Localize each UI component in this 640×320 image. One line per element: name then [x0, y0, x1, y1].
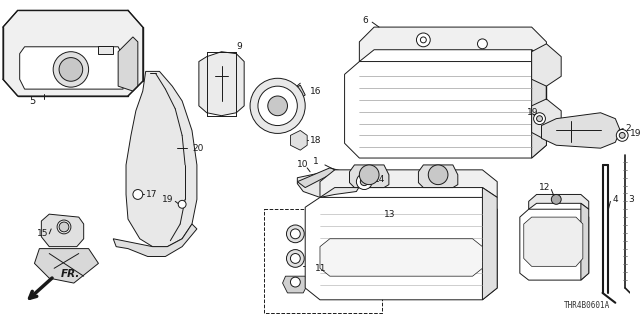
Circle shape [258, 86, 298, 125]
Polygon shape [254, 89, 271, 106]
Text: 6: 6 [362, 16, 368, 25]
Polygon shape [305, 197, 497, 300]
Circle shape [53, 52, 88, 87]
Polygon shape [581, 203, 589, 280]
Circle shape [616, 130, 628, 141]
Bar [264, 209, 382, 313]
Text: 19: 19 [630, 129, 640, 138]
Polygon shape [532, 99, 561, 140]
Text: 15: 15 [37, 229, 49, 238]
Polygon shape [529, 195, 589, 209]
Circle shape [133, 189, 143, 199]
Polygon shape [298, 168, 344, 188]
Text: 14: 14 [374, 175, 385, 184]
Circle shape [178, 200, 186, 208]
Polygon shape [20, 47, 123, 89]
Polygon shape [35, 249, 99, 283]
Text: 20: 20 [192, 144, 204, 153]
Circle shape [250, 78, 305, 133]
Circle shape [359, 165, 379, 185]
Polygon shape [291, 131, 307, 150]
Circle shape [356, 174, 372, 189]
Circle shape [59, 58, 83, 81]
Text: 10: 10 [298, 160, 309, 169]
Polygon shape [99, 46, 113, 54]
Polygon shape [524, 217, 583, 266]
Polygon shape [3, 10, 143, 96]
Text: THR4B0601A: THR4B0601A [564, 301, 611, 310]
Polygon shape [320, 239, 483, 276]
Circle shape [620, 132, 625, 138]
Text: 19: 19 [527, 108, 538, 117]
Circle shape [59, 222, 69, 232]
Polygon shape [42, 214, 84, 247]
Polygon shape [118, 37, 138, 91]
Polygon shape [298, 170, 362, 197]
Polygon shape [283, 276, 308, 293]
Circle shape [287, 250, 304, 267]
Circle shape [417, 33, 430, 47]
Circle shape [57, 220, 71, 234]
Polygon shape [126, 71, 197, 247]
Polygon shape [349, 165, 389, 188]
Text: 16: 16 [310, 87, 322, 96]
Circle shape [551, 195, 561, 204]
Text: 11: 11 [315, 264, 326, 273]
Polygon shape [113, 224, 197, 257]
Polygon shape [359, 27, 547, 61]
Text: 18: 18 [310, 136, 322, 145]
Polygon shape [344, 61, 547, 158]
Circle shape [428, 165, 448, 185]
Text: 17: 17 [146, 190, 157, 199]
Text: 19: 19 [163, 195, 174, 204]
Circle shape [291, 229, 300, 239]
Text: 12: 12 [538, 183, 550, 192]
Circle shape [291, 277, 300, 287]
Text: 3: 3 [628, 195, 634, 204]
Polygon shape [291, 85, 305, 101]
Polygon shape [520, 209, 589, 280]
Text: 5: 5 [29, 96, 36, 106]
Polygon shape [532, 50, 547, 158]
Circle shape [420, 37, 426, 43]
Text: 4: 4 [612, 195, 618, 204]
Text: 9: 9 [236, 42, 242, 51]
Polygon shape [483, 188, 497, 300]
Circle shape [534, 113, 545, 124]
Text: 13: 13 [384, 210, 396, 219]
Circle shape [477, 39, 487, 49]
Polygon shape [532, 44, 561, 86]
Circle shape [291, 253, 300, 263]
Polygon shape [541, 113, 620, 148]
Text: 1: 1 [313, 157, 319, 166]
Polygon shape [199, 52, 244, 116]
Polygon shape [419, 165, 458, 188]
Text: 2: 2 [625, 124, 631, 133]
Circle shape [536, 116, 543, 122]
Polygon shape [320, 170, 497, 197]
Circle shape [268, 96, 287, 116]
Circle shape [287, 225, 304, 243]
Circle shape [360, 178, 368, 186]
Text: FR.: FR. [61, 269, 81, 279]
